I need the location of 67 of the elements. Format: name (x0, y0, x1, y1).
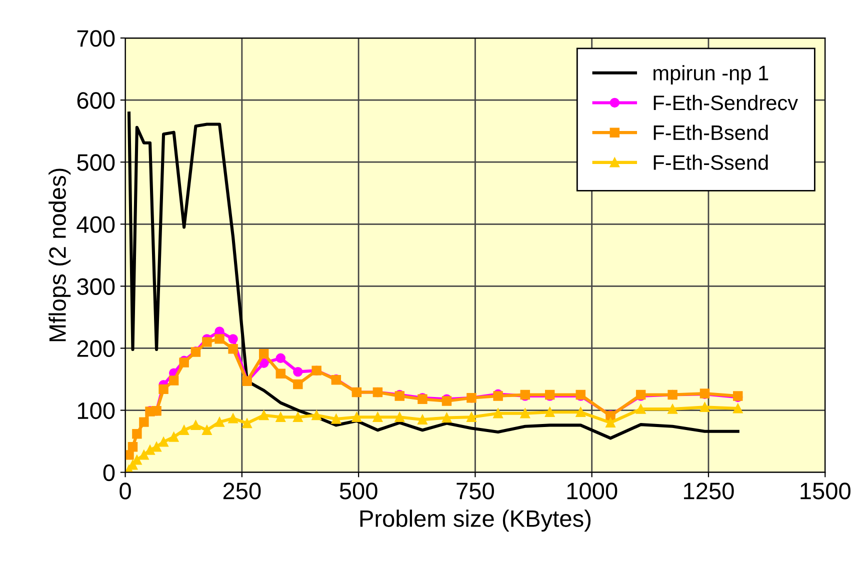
point (668, 404, 678, 414)
point (202, 425, 212, 435)
point (276, 368, 286, 379)
point (179, 425, 189, 435)
point (442, 412, 452, 423)
point (158, 437, 168, 447)
point (276, 353, 286, 364)
legend-label: F-Eth-Ssend (654, 154, 768, 170)
point (214, 334, 224, 344)
point (128, 442, 138, 452)
y-tick-label: 200 (77, 340, 115, 358)
y-tick-label: 500 (77, 154, 115, 171)
x-tick-label: 1000 (567, 482, 618, 500)
x-tick-label: 250 (223, 482, 261, 500)
y-tick-label: 300 (77, 278, 115, 295)
point (132, 428, 142, 439)
y-tick-label: 400 (76, 216, 115, 233)
point (293, 412, 303, 422)
x-tick-label: 1250 (684, 482, 734, 500)
point (202, 337, 212, 347)
point (372, 412, 383, 422)
y-tick-label: 0 (103, 464, 115, 482)
point (418, 414, 428, 424)
y-axis-title: Mflops (2 nodes) (48, 168, 71, 342)
point (168, 432, 179, 442)
x-tick-label: 1500 (800, 482, 850, 500)
legend-label: F-Eth-Sendrecv (654, 94, 798, 110)
point (214, 417, 224, 427)
point (228, 334, 238, 344)
point (331, 414, 342, 424)
x-axis-title: Problem size (KBytes) (360, 510, 591, 532)
y-tick-label: 600 (77, 92, 115, 109)
point (466, 412, 476, 422)
point (258, 410, 269, 420)
point (152, 442, 162, 452)
point (132, 455, 142, 465)
point (520, 408, 530, 418)
point (190, 420, 201, 430)
point (576, 407, 586, 417)
legend-label: F-Eth-Bsend (654, 124, 768, 140)
point (258, 348, 269, 359)
y-tick-label: 100 (78, 402, 115, 420)
point (293, 366, 303, 377)
point (276, 412, 286, 422)
point (145, 445, 155, 455)
point (493, 408, 503, 418)
point (242, 418, 252, 428)
point (139, 450, 149, 460)
point (312, 410, 322, 420)
point (228, 413, 238, 424)
legend-label: mpirun -np 1 (654, 65, 768, 85)
point (228, 344, 238, 354)
point (636, 404, 646, 414)
point (293, 379, 303, 390)
point (168, 376, 179, 386)
point (158, 384, 168, 394)
point (700, 402, 710, 412)
point (544, 407, 555, 417)
point (733, 404, 743, 414)
point (606, 418, 616, 428)
x-tick-label: 750 (456, 482, 494, 500)
point (139, 417, 149, 427)
y-tick-label: 700 (77, 30, 115, 47)
point (394, 412, 404, 422)
x-tick-label: 0 (120, 482, 131, 500)
point (352, 412, 362, 422)
x-tick-label: 500 (340, 482, 378, 500)
